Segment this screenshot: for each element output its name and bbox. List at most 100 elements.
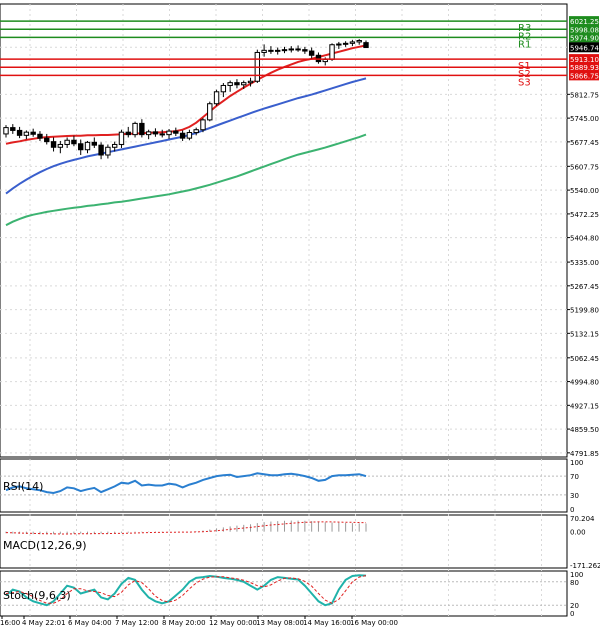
candle bbox=[118, 131, 125, 145]
price-tick-label: 4791.85 bbox=[570, 450, 599, 458]
candle bbox=[220, 84, 227, 93]
rsi-tick-label: 0 bbox=[570, 506, 574, 514]
candle bbox=[139, 122, 145, 136]
rsi-tick-label: 30 bbox=[570, 492, 579, 500]
candle bbox=[281, 49, 288, 52]
macd-tick-label: 70.204 bbox=[570, 515, 595, 523]
panel-frame bbox=[0, 570, 568, 617]
level-tag-r1 bbox=[569, 32, 599, 43]
candle bbox=[356, 40, 362, 43]
time-tick-label: 12 May 00:00 bbox=[209, 619, 257, 627]
level-tag-s3 bbox=[569, 70, 599, 81]
time-axis: 16:00 4 May 22:01 6 May 04:00 7 May 12:00 8 … bbox=[0, 616, 398, 627]
candle bbox=[200, 119, 206, 131]
level-tag-text-s1: 5913.10 bbox=[570, 56, 599, 64]
candle bbox=[145, 131, 152, 136]
level-tag-text-r2: 5998.08 bbox=[570, 26, 599, 34]
candle bbox=[91, 141, 98, 146]
time-tick-label: 7 May 12:00 bbox=[115, 619, 159, 627]
time-tick-label: 13 May 08:00 bbox=[256, 619, 304, 627]
price-tick-label: 5540.00 bbox=[570, 187, 599, 195]
stoch-d-line bbox=[5, 575, 367, 604]
candle bbox=[44, 137, 50, 143]
price-tick-label: 5267.45 bbox=[570, 283, 599, 291]
level-tag-text-s3: 5866.75 bbox=[570, 72, 599, 80]
price-tick-label: 5062.45 bbox=[570, 355, 599, 363]
price-tick-label: 5812.75 bbox=[570, 91, 599, 99]
candle bbox=[152, 131, 159, 135]
candle bbox=[234, 82, 240, 86]
candle bbox=[16, 129, 23, 136]
price-tick-label: 5199.80 bbox=[570, 307, 599, 315]
candle bbox=[125, 131, 131, 136]
level-name-s3: S3 bbox=[518, 77, 531, 88]
candle bbox=[23, 131, 30, 136]
candle bbox=[159, 133, 165, 136]
candle bbox=[37, 133, 43, 139]
candle bbox=[173, 130, 179, 134]
level-tag-s1 bbox=[569, 54, 599, 65]
time-tick-label: 6 May 04:00 bbox=[68, 619, 112, 627]
stoch-label: Stoch(9,6,3) bbox=[3, 589, 71, 602]
candle bbox=[30, 131, 36, 135]
price-tick-label: 5335.00 bbox=[570, 259, 599, 267]
candle bbox=[193, 129, 199, 134]
stoch-tick-label: 80 bbox=[570, 579, 579, 587]
candle bbox=[288, 48, 294, 51]
candle bbox=[268, 49, 274, 52]
candle bbox=[213, 91, 220, 105]
rsi-tick-label: 100 bbox=[570, 459, 583, 467]
candle bbox=[302, 49, 308, 52]
chart-grid bbox=[0, 3, 568, 617]
candle bbox=[186, 132, 193, 139]
candle bbox=[227, 82, 233, 86]
price-tick-label: 5677.45 bbox=[570, 139, 599, 147]
candle bbox=[50, 141, 57, 148]
time-tick-label: 16:00 bbox=[0, 619, 20, 627]
macd-label: MACD(12,26,9) bbox=[3, 539, 87, 552]
time-tick-label: 16 May 00:00 bbox=[350, 619, 398, 627]
price-tick-label: 5404.80 bbox=[570, 235, 599, 243]
candle bbox=[64, 139, 70, 145]
level-tag-s2 bbox=[569, 62, 599, 73]
level-tag-text-r3: 6021.25 bbox=[570, 18, 599, 26]
candle bbox=[132, 122, 138, 136]
candle bbox=[78, 143, 84, 151]
ma-fast-line bbox=[5, 44, 367, 145]
candle bbox=[207, 103, 213, 121]
level-tag-text-s2: 5889.93 bbox=[570, 64, 599, 72]
level-tag-r2 bbox=[569, 24, 599, 35]
macd-panel: MACD(12,26,9) 70.204 0.00 -171.262 bbox=[3, 515, 600, 570]
candle bbox=[261, 49, 267, 53]
last-price-text: 5946.74 bbox=[570, 44, 599, 52]
candle bbox=[57, 143, 64, 148]
price-tick-label: 5132.15 bbox=[570, 330, 599, 338]
candle bbox=[349, 41, 356, 44]
time-tick-label: 8 May 20:00 bbox=[162, 619, 206, 627]
level-tag-text-r1: 5974.90 bbox=[570, 34, 599, 42]
candle bbox=[342, 42, 349, 45]
candle bbox=[166, 130, 172, 136]
macd-tick-label: -171.262 bbox=[570, 562, 600, 570]
candle bbox=[241, 82, 247, 86]
rsi-label: RSI(14) bbox=[3, 480, 43, 493]
macd-tick-label: 0.00 bbox=[570, 529, 586, 537]
price-tick-label: 4994.80 bbox=[570, 379, 599, 387]
candle bbox=[329, 44, 335, 60]
candle bbox=[308, 50, 315, 56]
candle bbox=[111, 143, 118, 148]
panel-frame bbox=[0, 3, 568, 458]
ma-slow-line bbox=[5, 133, 367, 227]
level-name-r1: R1 bbox=[518, 39, 531, 50]
stoch-tick-label: 100 bbox=[570, 571, 583, 579]
stoch-k-line bbox=[5, 574, 367, 607]
candle bbox=[84, 141, 91, 151]
panel-frame bbox=[0, 458, 568, 513]
candle bbox=[179, 132, 186, 139]
candle bbox=[295, 48, 301, 51]
candle bbox=[274, 49, 281, 52]
candle bbox=[3, 127, 9, 135]
price-axis: 5946.74 5812.75 5745.00 5677.45 5607.75 5540.… bbox=[567, 42, 599, 458]
